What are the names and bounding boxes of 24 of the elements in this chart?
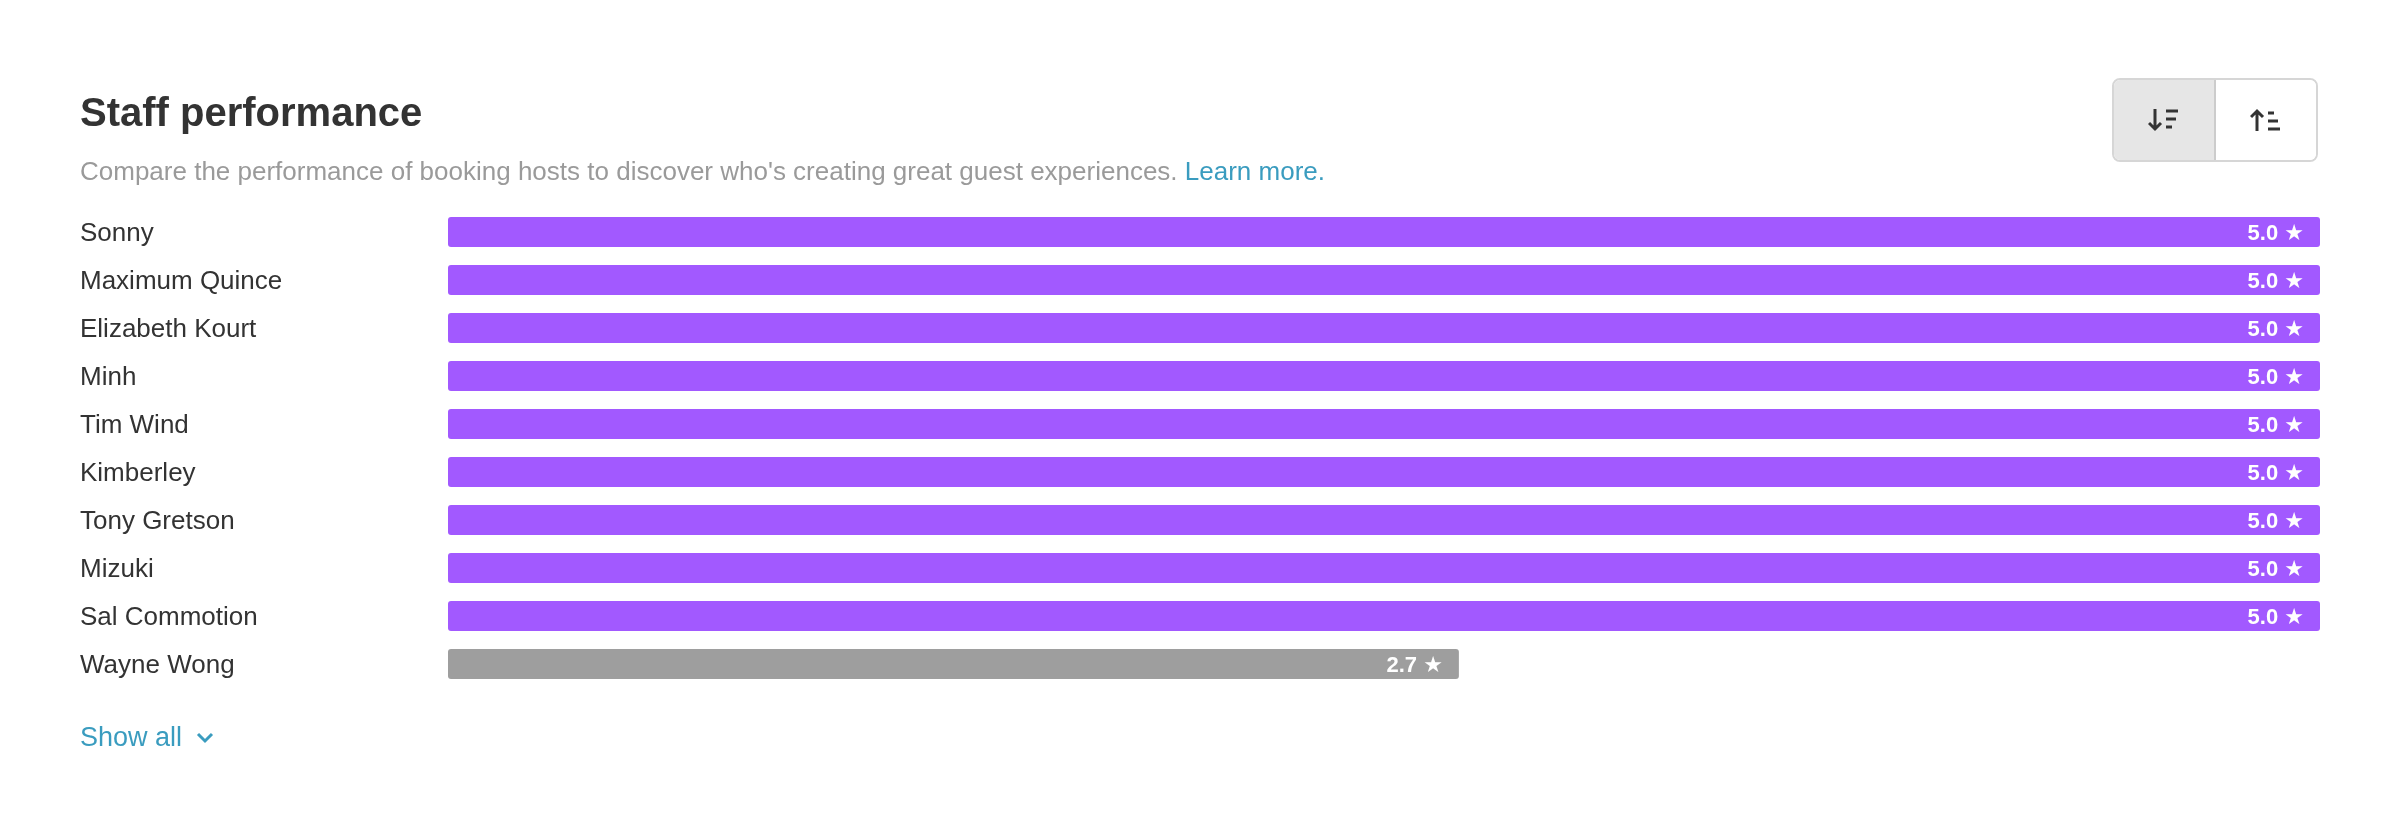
data-label: 2.7 ★ [1386,651,1443,677]
y-tick-label: Elizabeth Kourt [80,313,258,343]
y-tick-label: Tim Wind [80,409,189,439]
y-tick-label: Mizuki [80,553,154,583]
data-label: 5.0 ★ [2247,459,2304,485]
text: Learn more. [1184,156,1325,186]
y-tick-label: Tony Gretson [80,505,235,535]
data-label: 5.0 ★ [2247,267,2304,293]
data-label: 5.0 ★ [2247,315,2304,341]
text: Show all [80,722,183,753]
y-tick-label: Maximum Quince [80,265,283,295]
data-label: 5.0 ★ [2247,507,2304,533]
chart-title: Staff performance [80,90,423,135]
data-label: 5.0 ★ [2247,555,2304,581]
y-tick-label: Sal Commotion [80,601,258,631]
data-label: 5.0 ★ [2247,219,2304,245]
chart-subtitle: Compare the performance of booking hosts to discover who's creating great guest experiences. [80,156,1178,186]
data-label: 5.0 ★ [2247,363,2304,389]
y-tick-label: Minh [80,361,137,391]
data-label: 5.0 ★ [2247,411,2304,437]
data-label: 5.0 ★ [2247,603,2304,629]
y-tick-label: Kimberley [80,457,196,487]
y-tick-label: Wayne Wong [80,649,235,679]
y-tick-label: Sonny [80,217,154,247]
